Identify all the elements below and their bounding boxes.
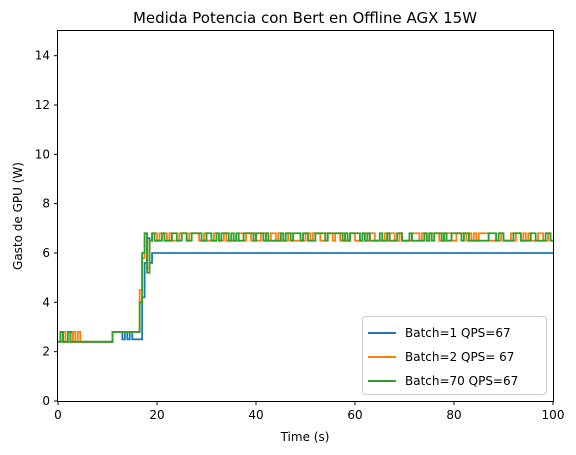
legend: Batch=1 QPS=67 Batch=2 QPS= 67 Batch=70 QP… — [362, 316, 547, 395]
series-line-3 — [58, 232, 553, 343]
plot-frame — [57, 30, 554, 402]
legend-box — [362, 316, 547, 395]
x-tick-label: 40 — [248, 408, 263, 422]
chart-title: Medida Potencia con Bert en Offline AGX … — [133, 9, 477, 27]
y-tick-label: 8 — [42, 197, 50, 211]
y-tick-label: 12 — [35, 98, 50, 112]
x-tick-label: 20 — [149, 408, 164, 422]
x-axis-label: Time (s) — [280, 430, 330, 444]
x-tick-label: 80 — [446, 408, 461, 422]
y-tick-label: 0 — [42, 394, 50, 408]
y-tick-label: 10 — [35, 147, 50, 161]
legend-label-2: Batch=2 QPS= 67 — [405, 350, 514, 364]
y-tick-label: 6 — [42, 246, 50, 260]
x-tick-label: 0 — [54, 408, 62, 422]
legend-label-3: Batch=70 QPS=67 — [405, 374, 518, 388]
x-tick-label: 100 — [542, 408, 565, 422]
y-tick-label: 4 — [42, 295, 50, 309]
y-axis-label: Gasto de GPU (W) — [11, 162, 25, 270]
plot-lines — [58, 232, 553, 343]
y-tick-label: 2 — [42, 345, 50, 359]
y-axis-ticks: 0 2 4 6 8 10 12 14 — [35, 49, 58, 408]
x-tick-label: 60 — [347, 408, 362, 422]
y-tick-label: 14 — [35, 49, 50, 63]
legend-label-1: Batch=1 QPS=67 — [405, 326, 511, 340]
x-axis-ticks: 0 20 40 60 80 100 — [54, 401, 564, 422]
